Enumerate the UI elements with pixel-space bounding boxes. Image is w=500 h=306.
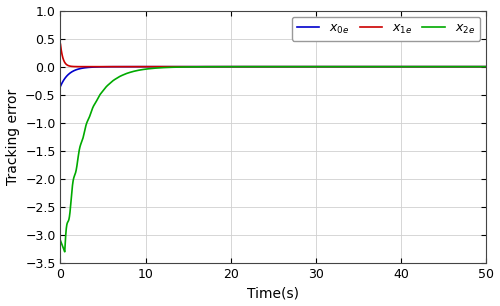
$x_{1e}$ [65,64,71,67]
$x_{0e}$ [58,84,64,88]
$x_{0e}$ [58,84,64,88]
$x_{1e}$ [58,44,64,48]
Line: $x_{0e}$: $x_{0e}$ [60,67,486,86]
$x_{0e}$ [60,78,66,82]
$x_{2e}$ [58,239,64,243]
$x_{2e}$ [58,239,64,243]
$x_{0e}$ [484,65,490,69]
Line: $x_{1e}$: $x_{1e}$ [60,44,486,67]
$x_{1e}$ [484,65,490,69]
$x_{2e}$ [62,250,68,254]
$x_{2e}$ [60,247,66,251]
$x_{1e}$ [58,43,64,47]
$x_{0e}$ [70,70,75,73]
$x_{1e}$ [70,65,75,68]
Legend: $x_{0e}$, $x_{1e}$, $x_{2e}$: $x_{0e}$, $x_{1e}$, $x_{2e}$ [292,17,480,41]
$x_{0e}$ [65,73,71,76]
$x_{2e}$ [58,239,64,243]
$x_{0e}$ [58,84,64,88]
$x_{0e}$ [58,84,64,88]
X-axis label: Time(s): Time(s) [248,286,300,300]
$x_{2e}$ [65,219,71,223]
$x_{2e}$ [58,239,64,242]
$x_{2e}$ [70,184,75,188]
$x_{1e}$ [60,58,66,62]
$x_{2e}$ [484,65,490,69]
$x_{1e}$ [58,43,64,46]
Line: $x_{2e}$: $x_{2e}$ [60,67,486,252]
Y-axis label: Tracking error: Tracking error [6,89,20,185]
$x_{1e}$ [58,43,64,47]
